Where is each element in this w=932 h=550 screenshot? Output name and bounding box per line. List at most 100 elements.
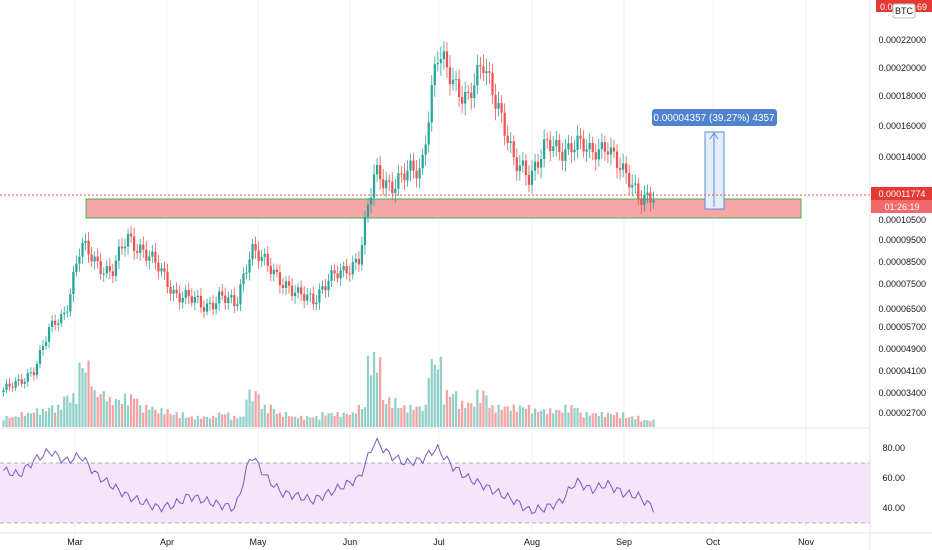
price-tick-label: 0.00006500 — [878, 304, 926, 314]
volume-bar — [561, 412, 564, 427]
volume-bar — [430, 359, 433, 427]
volume-bar — [184, 417, 187, 427]
volume-bar — [93, 390, 96, 427]
candle-body — [257, 250, 260, 261]
candle-body — [494, 94, 497, 109]
candle-body — [245, 272, 248, 274]
price-scale[interactable]: 0.00022000 0.00020000 0.00018000 0.00016000… — [878, 35, 926, 418]
volume-bar — [254, 391, 257, 427]
volume-bar — [38, 414, 42, 427]
candle-body — [239, 284, 242, 305]
candle-body — [488, 71, 491, 73]
time-axis-label: Sep — [616, 537, 632, 547]
volume-bar — [35, 408, 39, 427]
volume-bar — [290, 416, 294, 427]
candle-body — [126, 233, 130, 247]
candle-body — [278, 272, 282, 286]
candle-body — [625, 163, 628, 174]
volume-bar — [467, 402, 470, 427]
volume-bar — [506, 406, 509, 427]
volume-bar — [14, 416, 17, 427]
candle-body — [266, 253, 269, 266]
volume-bar — [573, 408, 576, 427]
volume-bar — [218, 412, 221, 427]
volume-bar — [646, 420, 649, 427]
volume-bar — [154, 409, 157, 427]
volume-bar — [44, 411, 48, 427]
volume-bar — [479, 402, 482, 427]
volume-bar — [87, 360, 90, 427]
candle-body — [500, 102, 503, 113]
volume-bar — [148, 409, 151, 427]
volume-bar — [385, 403, 388, 427]
candle-body — [29, 372, 32, 374]
rsi-scale[interactable]: 80.00 60.00 40.00 — [882, 443, 905, 513]
candle-body — [476, 65, 479, 86]
candle-body — [54, 320, 57, 325]
price-tick-label: 0.00016000 — [878, 121, 926, 131]
volume-bar — [488, 408, 491, 427]
candle-body — [47, 326, 51, 342]
volume-bar — [208, 418, 212, 427]
volume-bar — [372, 352, 376, 427]
volume-bar — [585, 412, 588, 427]
candle-body — [169, 286, 172, 294]
price-tick-label: 0.00020000 — [878, 63, 926, 73]
candle-body — [594, 152, 597, 160]
volume-bar — [500, 409, 503, 427]
volume-bar — [181, 412, 184, 427]
candle-body — [388, 180, 391, 182]
volume-bar — [66, 395, 69, 427]
volume-bar — [142, 412, 145, 427]
currency-badge-bg[interactable] — [892, 3, 916, 19]
candle-body — [479, 65, 482, 67]
volume-bar — [503, 406, 506, 427]
volume-bar — [57, 404, 60, 427]
volume-bar — [196, 415, 200, 427]
candle-body — [324, 286, 327, 291]
volume-bar — [369, 375, 373, 427]
volume-bar — [552, 413, 555, 427]
candle-body — [430, 85, 433, 123]
candle-body — [330, 270, 333, 281]
candle-body — [618, 168, 622, 170]
volume-bar — [215, 417, 218, 427]
candle-body — [467, 91, 470, 93]
volume-bar — [415, 406, 418, 427]
time-axis-label: Nov — [798, 537, 815, 547]
support-zone[interactable] — [85, 198, 802, 219]
countdown-badge — [871, 200, 932, 213]
volume-bar — [436, 369, 439, 427]
volume-bar — [330, 413, 333, 427]
volume-bar — [108, 397, 111, 427]
currency-badge[interactable]: BTC — [895, 6, 914, 16]
candle-body — [415, 170, 418, 179]
volume-bar — [546, 414, 549, 427]
candle-body — [218, 291, 221, 304]
time-axis-label: May — [249, 537, 267, 547]
volume-bar — [403, 405, 406, 427]
volume-bar — [442, 404, 446, 427]
candle-body — [251, 243, 254, 260]
candle-body — [193, 296, 196, 303]
candle-body — [5, 383, 8, 390]
measure-tool[interactable]: 0.00004357 (39.27%) 4357 — [652, 109, 777, 210]
volume-bar — [257, 394, 260, 427]
candle-body — [546, 139, 549, 141]
volume-bar — [570, 405, 573, 427]
time-axis[interactable]: Mar Apr May Jun Jul Aug Sep Oct Nov — [67, 537, 814, 547]
candle-body — [637, 183, 640, 199]
volume-bar — [379, 357, 382, 427]
candle-body — [400, 173, 403, 175]
volume-bar — [348, 414, 351, 427]
candle-body — [448, 67, 452, 84]
time-axis-label: Oct — [706, 537, 721, 547]
price-tick-label: 0.00010500 — [878, 215, 926, 225]
volume-bar — [588, 415, 591, 427]
candle-body — [421, 154, 424, 169]
candle-body — [497, 102, 500, 109]
candle-body — [272, 269, 275, 275]
candle-body — [336, 273, 339, 279]
volume-bar — [275, 413, 278, 427]
